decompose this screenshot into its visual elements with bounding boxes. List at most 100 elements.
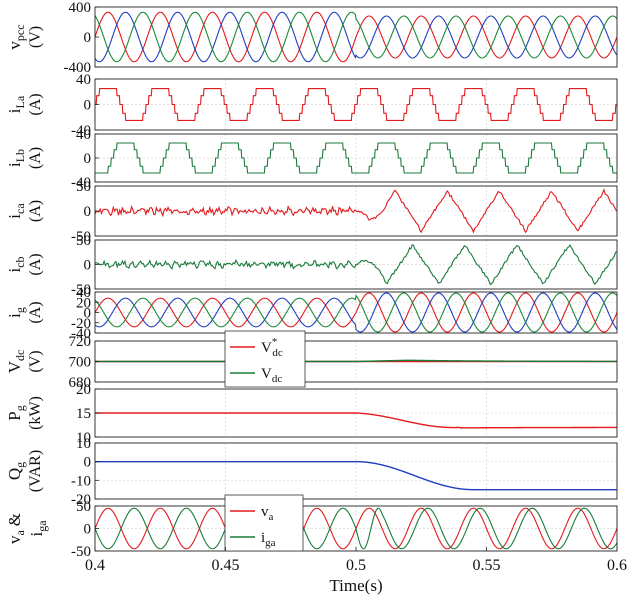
series-iLa-0	[95, 88, 617, 121]
y-tick-label: -10	[71, 473, 91, 489]
y-tick-label: -50	[71, 229, 91, 245]
svg-text:Vdc: Vdc	[5, 350, 27, 374]
y-axis-label: Qg (VAR)	[5, 450, 44, 492]
svg-text:(kW): (kW)	[27, 396, 44, 430]
y-tick-label: 40	[76, 127, 91, 143]
panel-pg: 10 15 20 Pg (kW)	[5, 382, 618, 446]
legend-entry: Vdc	[261, 366, 282, 385]
x-axis: 0.4 0.45 0.5 0.55 0.6 Time(s)	[85, 547, 627, 595]
series-vpcc-phase-2	[95, 11, 617, 63]
svg-text:icb: icb	[5, 256, 27, 272]
y-tick-label: 0	[84, 306, 92, 322]
y-tick-label: 0	[84, 151, 92, 167]
svg-text:ig: ig	[5, 307, 27, 318]
grid	[95, 443, 617, 499]
y-tick-label: -20	[71, 492, 91, 508]
series-ica-0	[95, 188, 617, 234]
y-tick-label: 0	[84, 258, 92, 274]
x-tick-label: 0.4	[85, 557, 105, 574]
svg-text:va&: va&	[5, 513, 27, 544]
y-tick-label: -40	[71, 123, 91, 139]
legend-entry: V* dc	[261, 336, 283, 359]
svg-text:iLb: iLb	[5, 149, 27, 167]
y-tick-label: 700	[69, 355, 92, 371]
y-tick-label: 0	[84, 98, 92, 114]
y-tick-label: 40	[76, 285, 91, 301]
y-axis-label: vpcc (V)	[5, 24, 44, 49]
x-tick-label: 0.55	[473, 557, 501, 574]
series-vdc-1	[95, 359, 617, 363]
panel-icb: -50 0 50 icb (A)	[5, 233, 618, 298]
svg-text:Pg: Pg	[5, 405, 27, 420]
panel-vpcc: -400 0 400 vpcc (V)	[5, 0, 618, 76]
y-tick-label: 15	[76, 406, 91, 422]
series-ig-phase-0	[95, 292, 617, 333]
svg-text:ica: ica	[5, 203, 27, 219]
y-tick-label: 0	[84, 455, 92, 471]
x-tick-label: 0.6	[607, 557, 627, 574]
series-qg-0	[95, 460, 617, 491]
svg-text:(A): (A)	[27, 147, 44, 169]
series-vpcc-phase-0	[95, 11, 617, 63]
y-axis-label: ig (A)	[5, 301, 44, 323]
y-axis-label: icb (A)	[5, 253, 44, 275]
series-vaiga-1	[95, 507, 617, 550]
y-axis-label: ica (A)	[5, 200, 44, 222]
svg-text:(VAR): (VAR)	[27, 450, 44, 492]
y-tick-label: 50	[76, 233, 91, 249]
svg-text:iga: iga	[27, 520, 49, 537]
y-axis-label: Vdc (V)	[5, 350, 44, 374]
series-ig-phase-1	[95, 292, 617, 333]
svg-text:(A): (A)	[27, 253, 44, 275]
panel-iLb: -40 0 40 iLb (A)	[5, 127, 618, 191]
legend: V* dc Vdc	[224, 330, 306, 388]
grid	[95, 134, 617, 182]
panel-frame	[94, 442, 618, 500]
svg-text:(A): (A)	[27, 301, 44, 323]
svg-text:(V): (V)	[27, 26, 44, 48]
series-vpcc-phase-1	[95, 11, 617, 63]
panel-iLa: -40 0 40 iLa (A)	[5, 72, 618, 139]
x-tick-label: 0.45	[212, 557, 240, 574]
series-iLb-0	[95, 142, 617, 174]
panel-vaiga: -50 0 50 va&iga va iga	[5, 494, 618, 560]
y-tick-label: -50	[71, 544, 91, 560]
x-tick-label: 0.5	[346, 557, 366, 574]
svg-text:(V): (V)	[27, 350, 44, 372]
y-tick-label: 50	[76, 179, 91, 195]
x-axis-label: Time(s)	[329, 576, 382, 595]
panel-ica: -50 0 50 ica (A)	[5, 179, 618, 245]
y-tick-label: 20	[76, 295, 91, 311]
y-tick-label: -20	[71, 316, 91, 332]
svg-text:iLa: iLa	[5, 95, 27, 113]
y-tick-label: 40	[76, 72, 91, 88]
y-tick-label: 0	[84, 522, 92, 538]
y-tick-label: -40	[71, 326, 91, 342]
panel-qg: -20 -10 0 10 Qg (VAR)	[5, 436, 618, 508]
legend-entry: iga	[261, 530, 276, 549]
svg-text:(A): (A)	[27, 200, 44, 222]
y-axis-label: iLa (A)	[5, 93, 44, 115]
y-tick-label: 400	[69, 0, 92, 16]
y-tick-label: -50	[71, 282, 91, 298]
y-tick-label: 720	[69, 334, 92, 350]
y-axis-label: Pg (kW)	[5, 396, 44, 430]
y-tick-label: 0	[84, 30, 92, 46]
series-icb-0	[95, 244, 617, 286]
y-axis-label: iLb (A)	[5, 147, 44, 169]
y-axis-label: va&iga	[5, 513, 49, 544]
series-pg-0	[95, 412, 617, 429]
svg-text:Qg: Qg	[5, 462, 27, 480]
legend: va iga	[224, 494, 304, 552]
y-tick-label: 20	[76, 382, 91, 398]
y-tick-label: -40	[71, 175, 91, 191]
series-ig-phase-2	[95, 292, 617, 333]
svg-text:(A): (A)	[27, 93, 44, 115]
y-tick-label: -400	[64, 60, 92, 76]
y-tick-label: 0	[84, 204, 92, 220]
y-tick-label: 10	[76, 436, 91, 452]
